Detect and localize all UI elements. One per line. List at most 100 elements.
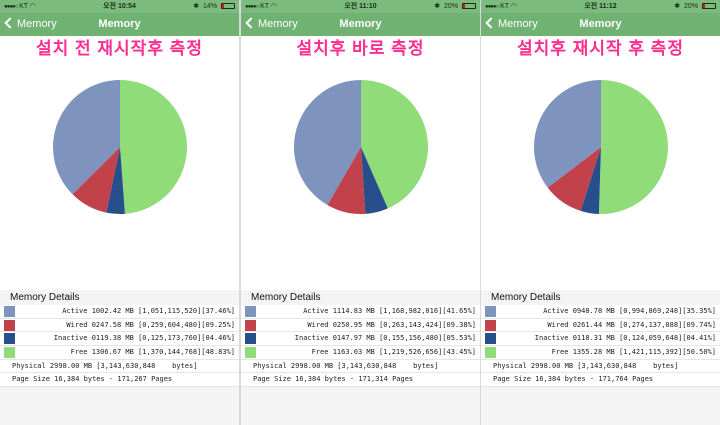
- battery-icon: [702, 3, 716, 9]
- memory-details-list: Active 1002.42 MB [1,051,115,520][37.46%…: [0, 305, 239, 388]
- memory-row-active: Active 0948.78 MB [0,994,869,248][35.35%…: [481, 305, 720, 319]
- navigation-bar: Memory Memory: [241, 13, 480, 36]
- wifi-icon: ◠: [510, 3, 517, 10]
- panel-divider: [479, 0, 481, 425]
- memory-row-wired: Wired 0250.95 MB [0,263,143,424][09.38%]: [241, 319, 480, 333]
- measurement-caption: 설치후 바로 측정: [296, 39, 425, 58]
- memory-row-free: Free 1306.67 MB [1,370,144,768][48.83%]: [0, 346, 239, 360]
- carrier-label: KT: [260, 3, 269, 10]
- back-button[interactable]: Memory: [4, 13, 57, 36]
- pie-slice-active: [53, 80, 120, 195]
- legend-swatch-free: [245, 347, 256, 359]
- nav-title: Memory: [98, 18, 141, 30]
- pie-slice-active: [294, 80, 361, 205]
- memory-row-text: Wired 0250.95 MB [0,263,143,424][09.38%]: [307, 320, 476, 329]
- memory-pie-chart: [53, 80, 187, 214]
- signal-icon: ●●●●○: [245, 4, 259, 10]
- status-time: 오전 11:10: [344, 3, 377, 10]
- signal-icon: ●●●●○: [4, 4, 18, 10]
- memory-row-inactive: Inactive 0147.97 MB [0,155,156,480][05.5…: [241, 332, 480, 347]
- legend-swatch-wired: [245, 319, 256, 331]
- memory-row-text: Active 1002.42 MB [1,051,115,520][37.46%…: [62, 307, 235, 315]
- navigation-bar: Memory Memory: [481, 13, 720, 36]
- back-button[interactable]: Memory: [485, 13, 538, 36]
- back-button-label: Memory: [498, 18, 538, 30]
- navigation-bar: Memory Memory: [0, 13, 239, 36]
- memory-row-text: Free 1163.03 MB [1,219,526,656][43.45%]: [311, 348, 476, 357]
- carrier-label: KT: [19, 3, 28, 10]
- back-button[interactable]: Memory: [245, 13, 298, 36]
- bluetooth-icon: ✱: [193, 3, 200, 10]
- legend-swatch-inactive: [485, 333, 496, 345]
- carrier-info: ●●●●○ KT ◠: [485, 0, 517, 14]
- memory-row-inactive: Inactive 0119.38 MB [0,125,173,760][04.4…: [0, 332, 239, 347]
- battery-percent: 20%: [684, 3, 699, 10]
- memory-row-free: Free 1163.03 MB [1,219,526,656][43.45%]: [241, 346, 480, 360]
- physical-memory-text: Physical 2998.00 MB [3,143,630,848 bytes…: [493, 361, 679, 370]
- nav-title: Memory: [579, 18, 622, 30]
- legend-swatch-active: [4, 306, 15, 317]
- memory-row-wired: Wired 0247.58 MB [0,259,604,480][09.25%]: [0, 319, 239, 333]
- memory-row-text: Free 1306.67 MB [1,370,144,768][48.83%]: [70, 348, 235, 357]
- memory-pie-chart: [294, 80, 428, 214]
- pie-slice-inactive: [106, 147, 125, 214]
- battery-percent: 20%: [444, 3, 459, 10]
- memory-row-active: Active 1114.83 MB [1,168,982,016][41.65%…: [241, 305, 480, 319]
- legend-swatch-free: [485, 347, 496, 359]
- wifi-icon: ◠: [270, 3, 277, 10]
- physical-memory-text: Physical 2998.00 MB [3,143,630,848 bytes…: [253, 361, 439, 370]
- battery-icon: [221, 3, 235, 9]
- back-button-label: Memory: [17, 18, 57, 30]
- signal-icon: ●●●●○: [485, 4, 499, 10]
- page-size-text: Page Size 16,384 bytes - 171,314 Pages: [253, 375, 414, 384]
- pie-slice-active: [534, 80, 601, 188]
- pie-slice-free: [120, 80, 187, 214]
- status-bar: ●●●●○ KT ◠ 오전 11:12 ✱ 20%: [481, 0, 720, 13]
- pie-slice-free: [598, 80, 669, 215]
- memory-details-list: Active 0948.78 MB [0,994,869,248][35.35%…: [481, 305, 720, 388]
- measurement-caption: 설치 전 재시작후 측정: [36, 39, 203, 58]
- memory-row-wired: Wired 0261.44 MB [0,274,137,088][09.74%]: [481, 319, 720, 333]
- legend-swatch-free: [4, 347, 15, 359]
- memory-details-section: Memory Details Active 0948.78 MB [0,994,…: [481, 290, 720, 425]
- pie-slice-inactive: [361, 147, 388, 214]
- physical-memory-row: Physical 2998.00 MB [3,143,630,848 bytes…: [481, 360, 720, 374]
- phone-screen-2: ●●●●○ KT ◠ 오전 11:10 ✱ 20% Memory Memory …: [241, 0, 480, 425]
- legend-swatch-active: [485, 306, 496, 317]
- battery-info: ✱ 20%: [434, 0, 476, 13]
- memory-row-text: Free 1355.28 MB [1,421,115,392][50.50%]: [551, 348, 716, 357]
- phone-screen-3: ●●●●○ KT ◠ 오전 11:12 ✱ 20% Memory Memory …: [481, 0, 720, 425]
- battery-icon: [462, 3, 476, 9]
- page-size-text: Page Size 16,384 bytes - 171,267 Pages: [12, 375, 173, 384]
- details-header: Memory Details: [251, 292, 321, 303]
- status-time: 오전 10:54: [103, 3, 136, 10]
- memory-row-text: Wired 0247.58 MB [0,259,604,480][09.25%]: [66, 320, 235, 329]
- memory-row-text: Inactive 0119.38 MB [0,125,173,760][04.4…: [53, 334, 235, 343]
- legend-swatch-active: [245, 306, 256, 317]
- legend-swatch-inactive: [4, 333, 15, 345]
- battery-info: ✱ 14%: [193, 0, 235, 13]
- battery-info: ✱ 20%: [674, 0, 716, 13]
- physical-memory-row: Physical 2998.00 MB [3,143,630,848 bytes…: [0, 360, 239, 374]
- memory-row-text: Inactive 0118.31 MB [0,124,059,648][04.4…: [534, 334, 716, 343]
- status-bar: ●●●●○ KT ◠ 오전 11:10 ✱ 20%: [241, 0, 480, 13]
- legend-swatch-wired: [4, 319, 15, 331]
- legend-swatch-wired: [485, 319, 496, 331]
- pie-slice-free: [361, 80, 428, 209]
- pie-slice-wired: [327, 147, 366, 214]
- pie-slice-inactive: [580, 147, 601, 214]
- panel-divider: [239, 0, 241, 425]
- phone-screen-1: ●●●●○ KT ◠ 오전 10:54 ✱ 14% Memory Memory …: [0, 0, 239, 425]
- page-size-row: Page Size 16,384 bytes - 171,764 Pages: [481, 373, 720, 388]
- carrier-label: KT: [500, 3, 509, 10]
- memory-row-text: Inactive 0147.97 MB [0,155,156,480][05.5…: [294, 334, 476, 343]
- wifi-icon: ◠: [29, 3, 36, 10]
- back-button-label: Memory: [258, 18, 298, 30]
- memory-row-active: Active 1002.42 MB [1,051,115,520][37.46%…: [0, 305, 239, 319]
- pie-slice-wired: [547, 147, 601, 211]
- physical-memory-text: Physical 2998.00 MB [3,143,630,848 bytes…: [12, 361, 198, 370]
- details-header: Memory Details: [491, 292, 561, 303]
- memory-row-text: Wired 0261.44 MB [0,274,137,088][09.74%]: [547, 320, 716, 329]
- page-size-row: Page Size 16,384 bytes - 171,314 Pages: [241, 373, 480, 388]
